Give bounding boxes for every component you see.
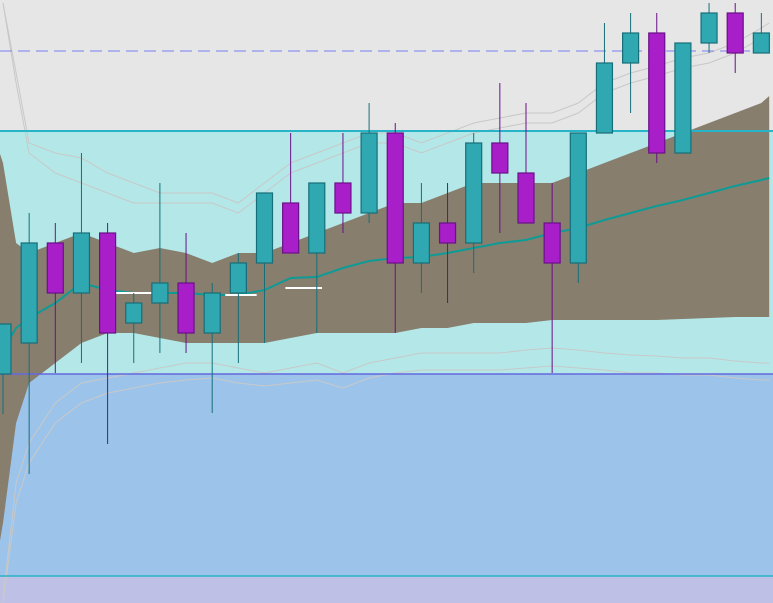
candle-body-up xyxy=(125,302,143,324)
candle-body-down xyxy=(282,202,300,254)
candle-body-up xyxy=(151,282,169,304)
candle-body-down xyxy=(517,172,535,224)
candle-body-down xyxy=(648,32,666,154)
candle-body-up xyxy=(360,132,378,214)
guide-line-lower-guide xyxy=(2,347,770,599)
candle-body-down xyxy=(334,182,352,214)
candle-body-down xyxy=(726,12,744,54)
candle-body-up xyxy=(72,232,91,294)
candle-body-up xyxy=(569,132,587,264)
candle-body-down xyxy=(386,132,404,264)
candle-body-up xyxy=(308,182,326,254)
candle-body-down xyxy=(491,142,509,174)
lower-zone xyxy=(0,374,773,576)
candle-body-up xyxy=(674,42,692,154)
candle-body-up xyxy=(255,192,274,264)
candle-body-up xyxy=(412,222,430,264)
candle-body-down xyxy=(543,222,561,264)
candle-body-up xyxy=(0,323,12,375)
candle-body-down xyxy=(98,232,117,334)
candle-body-up xyxy=(465,142,483,244)
candle-body-up xyxy=(229,262,247,294)
candle-body-up xyxy=(203,292,221,334)
candle-body-down xyxy=(438,222,457,244)
candle-body-up xyxy=(20,242,38,344)
candle-body-up xyxy=(595,62,614,134)
candle-body-down xyxy=(46,242,64,294)
candle-body-down xyxy=(177,282,195,334)
bottom-zone xyxy=(0,576,773,603)
guide-line-lower-guide-2 xyxy=(2,365,770,603)
candle-body-up xyxy=(621,32,640,64)
candle-body-up xyxy=(700,12,718,44)
candle-body-up xyxy=(752,32,770,54)
channel-middle-line xyxy=(0,177,770,354)
